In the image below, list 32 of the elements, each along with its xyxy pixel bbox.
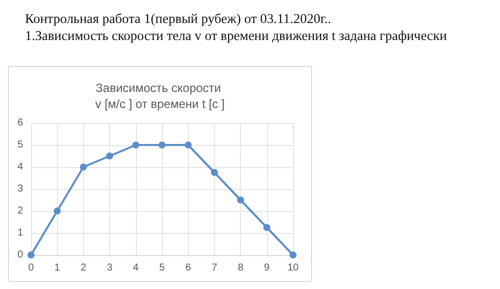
point — [54, 208, 61, 214]
y-tick-label: 1 — [17, 228, 24, 238]
x-tick-label: 10 — [287, 262, 299, 274]
y-tick-label: 3 — [17, 184, 24, 194]
point — [263, 224, 270, 231]
x-tick-label: 2 — [80, 262, 87, 274]
point — [106, 152, 114, 160]
x-tick-label: 6 — [185, 262, 192, 274]
y-tick-label: 5 — [17, 140, 24, 150]
point — [158, 142, 166, 148]
point — [237, 196, 244, 204]
text: Контрольная работа 1(первый рубеж) от 03.11.2020г.. — [25, 10, 332, 27]
y-tick-label: 6 — [17, 118, 24, 128]
point — [290, 252, 296, 258]
point — [184, 142, 192, 148]
x-tick-label: 3 — [106, 262, 113, 274]
chart-title: Зависимость скорости v [м/с ] от времени t [с ] — [95, 81, 225, 111]
point — [28, 252, 34, 258]
x-tick-label: 8 — [238, 262, 244, 274]
x-tick-label: 5 — [159, 262, 166, 274]
point — [132, 142, 140, 148]
y-tick-label: 0 — [17, 250, 24, 260]
x-tick-label: 0 — [28, 262, 34, 274]
x-tick-label: 9 — [264, 262, 270, 274]
y-tick-label: 4 — [17, 162, 24, 172]
y-tick-label: 2 — [17, 206, 24, 216]
x-tick-label: 7 — [212, 262, 218, 274]
text: 1.Зависимость скорости тела v от времени движения t задана графически — [25, 27, 447, 44]
x-tick-label: 4 — [133, 262, 140, 274]
x-tick-label: 1 — [54, 262, 60, 274]
point — [80, 164, 87, 170]
point — [210, 169, 218, 176]
